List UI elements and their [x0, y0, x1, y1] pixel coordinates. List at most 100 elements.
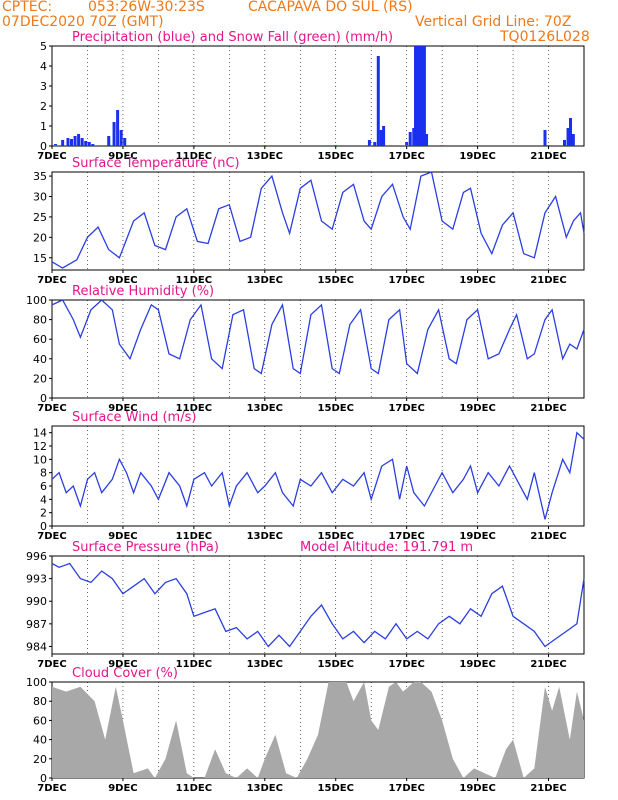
x-tick-label: 17DEC [388, 531, 424, 542]
x-tick-label: 19DEC [459, 403, 495, 414]
snowfall-bar [334, 145, 338, 146]
precipitation-bar [569, 118, 573, 146]
x-tick-label: 7DEC [37, 403, 66, 414]
x-tick-label: 19DEC [459, 275, 495, 286]
x-tick-label: 17DEC [388, 659, 424, 670]
header-init-time: 07DEC2020 70Z (GMT) [2, 14, 164, 30]
precipitation-bar [91, 144, 95, 146]
x-tick-label: 21DEC [530, 403, 566, 414]
precipitation-bar [84, 141, 88, 146]
precipitation-bar [112, 122, 116, 146]
y-tick-label: 40 [33, 734, 47, 747]
panel-title: Cloud Cover (%) [72, 666, 178, 681]
header-coords: 053:26W-30:23S [88, 0, 205, 15]
precipitation-bar [566, 128, 570, 146]
y-tick-label: 25 [33, 211, 47, 224]
x-tick-label: 11DEC [176, 403, 212, 414]
precipitation-bar [80, 138, 84, 146]
x-tick-label: 13DEC [247, 403, 283, 414]
x-tick-label: 17DEC [388, 783, 424, 794]
snowfall-bar [192, 145, 196, 146]
snowfall-bar [263, 145, 267, 146]
precipitation-bar [87, 142, 91, 146]
series-line [51, 171, 585, 269]
cloud-cover-area [52, 682, 584, 778]
precipitation-bar [408, 132, 412, 146]
precipitation-bar [61, 140, 65, 146]
y-tick-label: 20 [33, 372, 47, 385]
header-model: TQ0126L028 [500, 29, 590, 45]
y-tick-label: 993 [26, 573, 47, 586]
y-tick-label: 3 [40, 80, 47, 93]
x-tick-label: 9DEC [108, 659, 137, 670]
model-altitude-annotation: Model Altitude: 191.791 m [300, 540, 473, 555]
x-tick-label: 11DEC [176, 151, 212, 162]
precipitation-bar [543, 130, 547, 146]
x-tick-label: 13DEC [247, 151, 283, 162]
x-tick-label: 17DEC [388, 275, 424, 286]
y-tick-label: 20 [33, 231, 47, 244]
x-tick-label: 11DEC [176, 659, 212, 670]
header-grid-note: Vertical Grid Line: 70Z [415, 14, 572, 30]
snowfall-bar [547, 145, 551, 146]
plot-frame [51, 45, 585, 147]
x-tick-label: 9DEC [108, 275, 137, 286]
precipitation-bar [417, 46, 421, 146]
x-tick-label: 13DEC [247, 783, 283, 794]
y-tick-label: 10 [33, 453, 47, 466]
x-tick-label: 21DEC [530, 531, 566, 542]
precipitation-bar [405, 142, 409, 146]
x-tick-label: 15DEC [318, 659, 354, 670]
precipitation-bar [422, 46, 426, 146]
x-tick-label: 15DEC [318, 151, 354, 162]
x-tick-label: 9DEC [108, 403, 137, 414]
precipitation-bar [70, 139, 74, 146]
x-tick-label: 21DEC [530, 783, 566, 794]
precipitation-bar [425, 134, 429, 146]
x-tick-label: 9DEC [108, 151, 137, 162]
x-tick-label: 21DEC [530, 659, 566, 670]
y-tick-label: 12 [33, 440, 47, 453]
x-tick-label: 17DEC [388, 151, 424, 162]
x-tick-label: 17DEC [388, 403, 424, 414]
snowfall-bar [440, 145, 444, 146]
panel-5: 984 987 990 993 996 7DEC 9DEC 11DEC 13DEC 15DEC 17… [26, 540, 585, 670]
precipitation-bar [376, 56, 380, 146]
y-tick-label: 14 [33, 427, 47, 440]
x-tick-label: 15DEC [318, 531, 354, 542]
panel-title: Surface Temperature (nC) [72, 156, 240, 171]
precipitation-bar [73, 136, 77, 146]
y-tick-label: 8 [40, 467, 47, 480]
y-tick-label: 80 [33, 695, 47, 708]
panel-title: Relative Humidity (%) [72, 284, 214, 299]
series-line [51, 299, 585, 375]
x-tick-label: 21DEC [530, 275, 566, 286]
y-tick-label: 0 [40, 392, 47, 405]
snowfall-bar [121, 145, 125, 146]
precipitation-bar [414, 46, 418, 146]
panel-2: 15 20 25 30 35 7DEC 9DEC 11DEC 13DEC 15DEC 17DEC 19… [33, 156, 585, 286]
y-tick-label: 0 [40, 140, 47, 153]
x-tick-label: 11DEC [176, 783, 212, 794]
x-tick-label: 7DEC [37, 531, 66, 542]
precipitation-bar [77, 134, 81, 146]
x-tick-label: 11DEC [176, 531, 212, 542]
x-tick-label: 13DEC [247, 659, 283, 670]
x-tick-label: 19DEC [459, 783, 495, 794]
plot-frame [51, 425, 585, 527]
y-tick-label: 40 [33, 353, 47, 366]
x-tick-label: 7DEC [37, 151, 66, 162]
series-line [51, 431, 585, 520]
y-tick-label: 100 [26, 294, 47, 307]
y-tick-label: 4 [40, 493, 47, 506]
y-tick-label: 996 [26, 550, 47, 563]
precipitation-bar [123, 138, 127, 146]
snowfall-bar [369, 145, 373, 146]
precipitation-bar [382, 126, 386, 146]
precipitation-bar [420, 46, 424, 146]
y-tick-label: 60 [33, 714, 47, 727]
precipitation-bar [379, 130, 383, 146]
y-tick-label: 5 [40, 40, 47, 53]
